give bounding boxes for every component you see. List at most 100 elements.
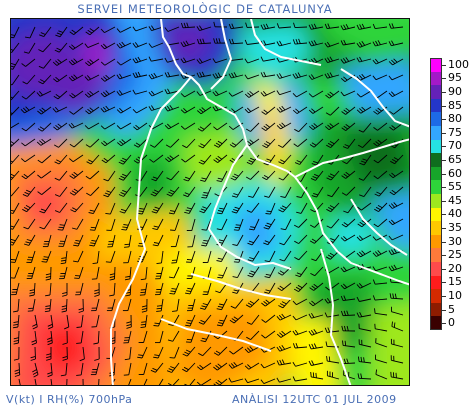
wind-barb-shaft: [47, 234, 52, 247]
wind-barb-shaft: [173, 202, 180, 215]
wind-barb-feather: [105, 212, 111, 215]
wind-barb-shaft: [282, 202, 292, 213]
wind-barb-feather: [391, 189, 397, 194]
wind-barb-feather: [93, 342, 99, 345]
wind-barb-feather: [311, 40, 315, 46]
wind-barb-feather: [324, 42, 329, 48]
wind-barb-feather: [69, 111, 74, 115]
wind-barb-feather: [91, 239, 97, 242]
wind-barb-shaft: [151, 74, 164, 80]
wind-barb-feather: [11, 277, 15, 279]
wind-barb-feather: [264, 291, 270, 294]
page-title: SERVEI METEOROLÒGIC DE CATALUNYA: [77, 2, 333, 16]
wind-barb-feather: [228, 125, 234, 130]
wind-barb-shaft: [104, 122, 116, 130]
wind-barb-feather: [43, 256, 49, 258]
wind-barb-feather: [215, 365, 220, 369]
wind-barb-feather: [132, 89, 136, 95]
wind-barb-shaft: [56, 58, 68, 66]
wind-barb-feather: [249, 90, 254, 95]
wind-barb-feather: [231, 38, 235, 44]
wind-barb-feather: [196, 72, 200, 78]
wind-barb-shaft: [391, 343, 404, 348]
wind-barb-feather: [166, 370, 172, 373]
wind-barb-feather: [69, 143, 75, 148]
wind-barb-feather: [356, 236, 361, 241]
wind-barb-feather: [310, 74, 315, 79]
wind-barb-shaft: [359, 42, 372, 48]
wind-barb-feather: [324, 298, 329, 304]
wind-barb-feather: [109, 294, 115, 297]
wind-barb-feather: [140, 326, 146, 329]
wind-barb-shaft: [204, 170, 212, 182]
wind-barb-shaft: [11, 138, 20, 148]
wind-barb-feather: [216, 228, 222, 231]
wind-barb-feather: [231, 318, 237, 322]
wind-barb-shaft: [263, 378, 276, 385]
wind-barb-feather: [213, 21, 216, 27]
wind-barb-feather: [309, 302, 314, 307]
wind-barb-feather: [247, 140, 252, 145]
wind-barb-feather: [60, 262, 66, 265]
wind-barb-shaft: [251, 314, 260, 325]
wind-barb-feather: [246, 161, 252, 165]
wind-barb-feather: [218, 322, 224, 324]
wind-barb-feather: [137, 56, 141, 62]
wind-barb-feather: [25, 106, 30, 111]
wind-barb-shaft: [65, 362, 68, 375]
wind-barb-shaft: [174, 346, 180, 359]
wind-barb-feather: [105, 74, 110, 79]
wind-barb-feather: [199, 210, 205, 214]
wind-barb-feather: [298, 38, 301, 44]
wind-barb-shaft: [182, 26, 196, 29]
wind-barb-feather: [260, 379, 265, 384]
wind-barb-shaft: [207, 282, 212, 295]
wind-barb-shaft: [375, 359, 388, 364]
wind-barb-shaft: [155, 170, 164, 182]
wind-barb-feather: [372, 295, 376, 301]
wind-barb-feather: [279, 359, 283, 365]
wind-barb-feather: [388, 235, 393, 241]
wind-barb-feather: [47, 339, 53, 343]
wind-barb-feather: [310, 329, 315, 335]
wind-barb-feather: [11, 212, 14, 214]
wind-barb-feather: [263, 125, 268, 130]
wind-barb-feather: [327, 142, 333, 147]
wind-barb-feather: [358, 235, 364, 240]
legend-label: 30: [448, 234, 462, 248]
wind-barb-shaft: [159, 330, 164, 343]
wind-barb-feather: [184, 192, 190, 195]
wind-barb-feather: [265, 299, 270, 304]
wind-barb-shaft: [216, 122, 228, 131]
wind-barb-feather: [218, 239, 224, 242]
wind-barb-feather: [276, 360, 280, 366]
wind-barb-shaft: [391, 42, 404, 47]
wind-barb-shaft: [279, 362, 292, 366]
wind-barb-feather: [148, 56, 152, 62]
wind-barb-feather: [263, 71, 267, 77]
wind-barb-feather: [215, 38, 219, 44]
wind-barb-feather: [260, 92, 265, 97]
wind-barb-feather: [343, 125, 349, 130]
wind-barb-feather: [233, 173, 239, 177]
wind-barb-feather: [346, 358, 349, 364]
wind-barb-shaft: [187, 170, 196, 182]
wind-barb-shaft: [295, 314, 308, 321]
wind-barb-feather: [244, 39, 248, 45]
wind-barb-feather: [281, 205, 287, 209]
wind-barb-shaft: [250, 298, 260, 308]
wind-barb-feather: [62, 291, 68, 295]
wind-barb-feather: [13, 321, 19, 324]
wind-barb-shaft: [231, 26, 244, 30]
wind-barb-feather: [279, 258, 285, 262]
wind-barb-feather: [328, 175, 333, 179]
wind-barb-feather: [167, 88, 171, 94]
wind-barb-feather: [31, 339, 37, 343]
wind-barb-shaft: [392, 218, 404, 226]
wind-barb-shaft: [202, 154, 212, 165]
wind-barb-feather: [294, 162, 300, 165]
wind-barb-feather: [294, 240, 299, 244]
wind-barb-shaft: [78, 266, 84, 279]
wind-barb-feather: [218, 274, 224, 277]
